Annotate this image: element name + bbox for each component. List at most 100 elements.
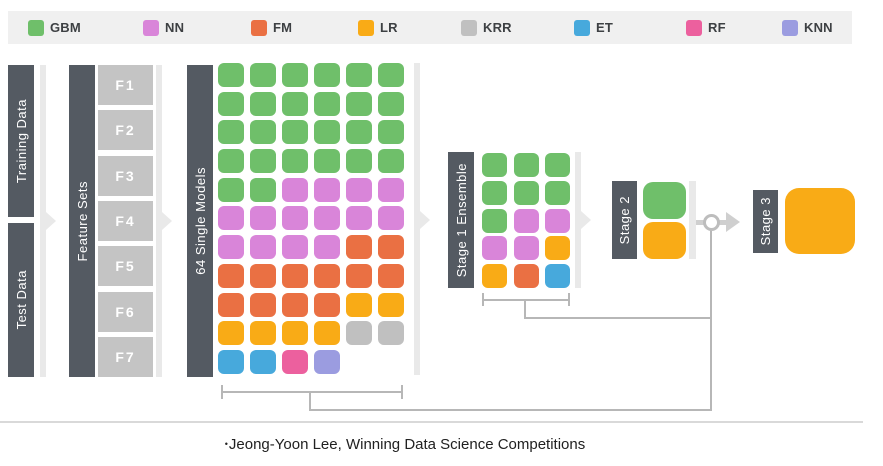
legend-swatch-icon	[782, 19, 798, 36]
caption-text: Jeong-Yoon Lee, Winning Data Science Com…	[228, 436, 586, 453]
model-cell-gbm	[250, 63, 276, 87]
model-cell-et	[218, 349, 244, 374]
model-cell-gbm	[250, 91, 276, 116]
model-cell-fm	[346, 235, 372, 260]
model-cell-nn	[218, 206, 244, 231]
bracket-a-drop	[309, 391, 311, 411]
legend-label: NN	[165, 20, 185, 35]
stage2-stage3-arrow-icon	[726, 212, 740, 232]
legend-item-knn: KNN	[782, 11, 833, 44]
bracket-b-tick-right	[568, 293, 570, 306]
feature-sets-label: Feature Sets	[74, 180, 90, 262]
legend-swatch-icon	[28, 19, 44, 36]
model-cell-nn	[346, 177, 372, 202]
model-cell-gbm	[314, 63, 340, 87]
stage2-model-box-lr	[643, 222, 686, 259]
model-cell-gbm	[378, 91, 404, 116]
model-cell-lr	[482, 264, 507, 288]
model-cell-fm	[314, 292, 340, 317]
training-data-label: Training Data	[13, 98, 29, 184]
legend-label: KRR	[483, 20, 512, 35]
bottom-divider	[0, 421, 863, 423]
stage1-ensemble-grid	[482, 153, 570, 288]
model-cell-gbm	[482, 180, 507, 205]
legend-item-rf: RF	[686, 11, 726, 44]
bracket-a-tick-right	[401, 385, 403, 399]
model-cell-lr	[282, 321, 308, 346]
model-cell-gbm	[513, 153, 539, 177]
model-cell-fm	[218, 292, 244, 317]
training-data-bar: Training Data	[8, 65, 34, 217]
model-cell-gbm	[314, 149, 340, 174]
single-models-bar: 64 Single Models	[187, 65, 213, 377]
flow-arrow-icon-4	[581, 211, 591, 229]
model-cell-fm	[250, 292, 276, 317]
flow-arrow-icon-2	[162, 212, 172, 230]
model-cell-gbm	[314, 91, 340, 116]
bracket-a-horizontal	[309, 409, 712, 411]
model-cell-lr	[250, 321, 276, 346]
stage2-model-box-gbm	[643, 182, 686, 219]
stage2-label: Stage 2	[617, 195, 632, 245]
model-cell-gbm	[378, 149, 404, 174]
legend-swatch-icon	[461, 19, 477, 36]
stage1-bar: Stage 1 Ensemble	[448, 152, 474, 288]
model-cell-gbm	[378, 63, 404, 87]
model-cell-nn	[282, 206, 308, 231]
legend-label: ET	[596, 20, 614, 35]
model-cell-fm	[378, 263, 404, 288]
feature-set-box-f4: F4	[98, 200, 153, 241]
feature-set-box-f6: F6	[98, 291, 153, 332]
legend-item-nn: NN	[143, 11, 184, 44]
model-cell-nn	[378, 206, 404, 231]
flow-bar-4	[575, 152, 581, 288]
stage3-bar: Stage 3	[753, 190, 778, 253]
model-cell-fm	[346, 263, 372, 288]
model-cell-knn	[314, 349, 340, 374]
legend-label: GBM	[50, 20, 81, 35]
model-cell-rf	[282, 349, 308, 374]
model-cell-lr	[545, 236, 570, 261]
feature-sets-bar: Feature Sets	[69, 65, 95, 377]
feature-set-list: F1 F2 F3 F4 F5 F6 F7	[98, 65, 153, 377]
flow-arrow-icon-1	[46, 212, 56, 230]
bracket-a-tick-left	[221, 385, 223, 399]
model-cell-lr	[218, 321, 244, 346]
caption-bullet: •	[224, 439, 228, 449]
model-cell-lr	[314, 321, 340, 346]
model-cell-nn	[378, 177, 404, 202]
stage3-label: Stage 3	[758, 197, 773, 246]
legend-swatch-icon	[358, 19, 374, 36]
flow-bar-5	[689, 181, 696, 259]
stage1-label: Stage 1 Ensemble	[453, 162, 469, 278]
model-cell-nn	[250, 235, 276, 260]
bracket-a-line	[221, 391, 403, 393]
test-data-bar: Test Data	[8, 223, 34, 377]
bracket-b-line	[482, 299, 570, 301]
legend-swatch-icon	[143, 19, 159, 36]
model-cell-gbm	[250, 120, 276, 145]
legend-label: LR	[380, 20, 398, 35]
legend-item-lr: LR	[358, 11, 398, 44]
model-cell-gbm	[346, 91, 372, 116]
model-cell-nn	[314, 206, 340, 231]
single-models-label: 64 Single Models	[192, 167, 208, 275]
legend-label: FM	[273, 20, 293, 35]
model-cell-fm	[314, 263, 340, 288]
riser-line	[710, 228, 712, 411]
model-cell-et	[545, 264, 570, 288]
model-cell-nn	[314, 177, 340, 202]
legend-label: RF	[708, 20, 726, 35]
model-cell-gbm	[513, 180, 539, 205]
model-cell-krr	[378, 321, 404, 346]
feature-set-box-f3: F3	[98, 155, 153, 196]
stage2-bar: Stage 2	[612, 181, 637, 259]
model-cell-fm	[250, 263, 276, 288]
model-cell-nn	[282, 235, 308, 260]
model-cell-nn	[482, 236, 507, 261]
single-models-grid	[218, 63, 404, 374]
model-cell-nn	[314, 235, 340, 260]
model-cell-fm	[513, 264, 539, 288]
model-cell-gbm	[482, 208, 507, 233]
